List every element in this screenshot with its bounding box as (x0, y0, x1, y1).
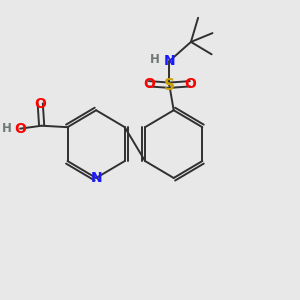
Text: S: S (164, 78, 175, 93)
Text: H: H (149, 53, 159, 66)
Text: O: O (14, 122, 26, 136)
Text: O: O (143, 77, 154, 91)
Text: N: N (90, 171, 102, 185)
Text: N: N (164, 54, 175, 68)
Text: H: H (2, 122, 12, 135)
Text: O: O (34, 97, 46, 111)
Text: O: O (184, 77, 196, 91)
